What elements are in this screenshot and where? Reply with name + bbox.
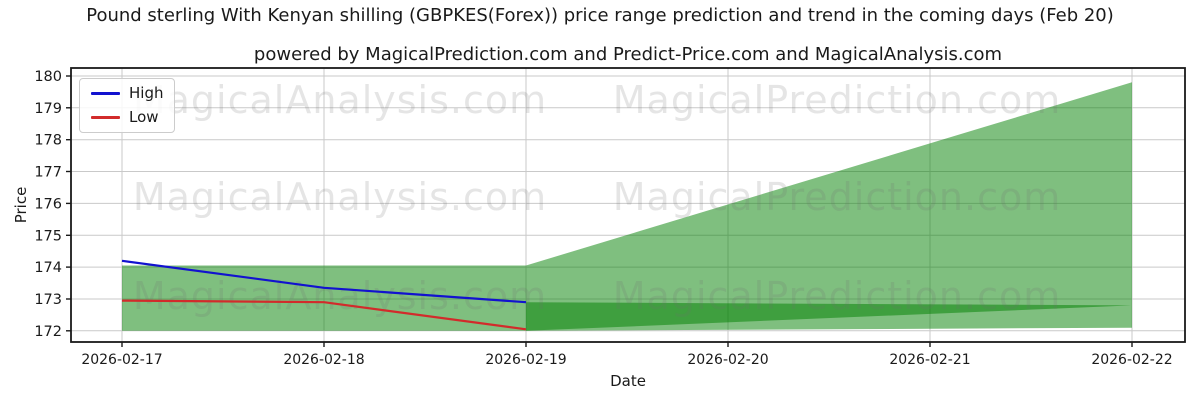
tick-label-y: 172 (34, 324, 62, 340)
legend-label-low: Low (129, 108, 159, 126)
low-forecast-band (526, 302, 1132, 331)
y-axis-label: Price (12, 186, 30, 224)
tick-label-y: 180 (34, 69, 62, 85)
tick-label-x: 2026-02-20 (687, 352, 768, 368)
tick-label-x: 2026-02-17 (81, 352, 162, 368)
history-range-and-high-forecast-band (122, 82, 1132, 331)
x-axis-label: Date (610, 372, 646, 390)
tick-label-x: 2026-02-22 (1091, 352, 1172, 368)
legend-label-high: High (129, 84, 164, 102)
plot-border (70, 67, 1186, 343)
tick-label-y: 179 (34, 101, 62, 117)
watermark-prediction: MagicalPrediction.com (613, 175, 1062, 219)
tick-label-y: 173 (34, 292, 62, 308)
watermark-analysis: MagicalAnalysis.com (133, 78, 547, 122)
tick-label-y: 174 (34, 260, 62, 276)
tick-label-y: 178 (34, 133, 62, 149)
series-line-high (121, 259, 527, 304)
legend-low-line-icon (91, 116, 120, 119)
tick-label-x: 2026-02-19 (485, 352, 566, 368)
watermark-analysis: MagicalAnalysis.com (133, 175, 547, 219)
figure-subtitle: powered by MagicalPrediction.com and Pre… (253, 44, 1003, 65)
series-line-low (121, 299, 527, 331)
watermark-prediction: MagicalPrediction.com (613, 274, 1062, 318)
legend-item-high: High (91, 86, 163, 101)
figure-title: Pound sterling With Kenyan shilling (GBP… (86, 5, 1114, 26)
watermark-prediction: MagicalPrediction.com (613, 78, 1062, 122)
tick-label-y: 175 (34, 228, 62, 244)
watermark-analysis: MagicalAnalysis.com (133, 274, 547, 318)
legend-high-line-icon (91, 92, 120, 95)
tick-label-y: 177 (34, 165, 62, 181)
legend-item-low: Low (91, 110, 163, 125)
tick-label-y: 176 (34, 196, 62, 212)
tick-label-x: 2026-02-18 (283, 352, 364, 368)
legend: High Low (79, 78, 176, 133)
tick-label-x: 2026-02-21 (889, 352, 970, 368)
